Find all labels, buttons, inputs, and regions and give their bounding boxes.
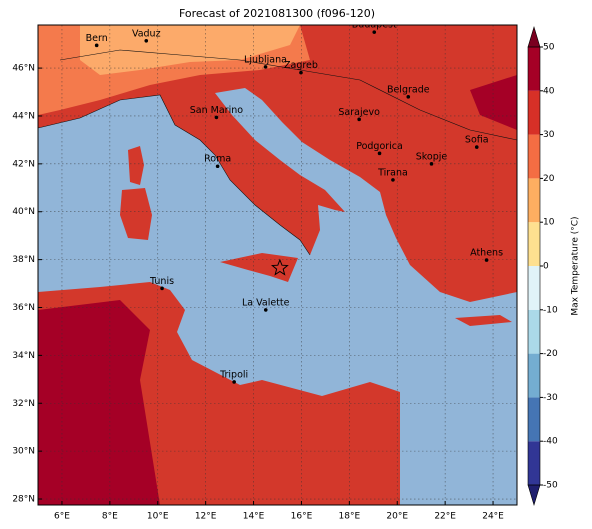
colorbar-band: [528, 266, 540, 310]
city-dot: [391, 178, 395, 182]
colorbar-tick-label: 40: [543, 86, 555, 96]
y-tick-label: 28°N: [12, 495, 35, 505]
grid: [38, 25, 517, 505]
x-tick-label: 16°E: [291, 512, 313, 522]
city-label: Sarajevo: [338, 107, 380, 118]
map-frame: [37, 24, 518, 506]
city-dot: [484, 258, 489, 262]
axes: 6°E 8°E 10°E 12°E 14°E 16°E 18°E 20°E 22°E 24°E 28…: [12, 64, 504, 522]
city-label: Bern: [86, 33, 108, 44]
x-tick-label: 14°E: [243, 512, 265, 522]
city-label: Sofia: [465, 135, 489, 146]
city-label: Vaduz: [132, 28, 161, 39]
island: [220, 253, 298, 282]
colorbar-band: [528, 353, 540, 398]
border-line: [59, 49, 517, 141]
x-tick-label: 10°E: [147, 512, 169, 522]
colorbar-band: [528, 441, 540, 485]
city-dot: [372, 30, 377, 34]
city-label: Budapest: [352, 20, 397, 31]
y-tick-label: 42°N: [12, 159, 35, 169]
y-tick-label: 44°N: [12, 111, 35, 121]
city-dot: [215, 164, 220, 169]
city-label: Podgorica: [356, 141, 403, 152]
colorbar-tick-label: -10: [543, 305, 558, 315]
colorbar-tick-label: 50: [543, 43, 555, 53]
y-tick-label: 34°N: [12, 351, 35, 361]
x-tick-label: 8°E: [102, 512, 118, 522]
colorbar-tick-label: 20: [543, 174, 555, 184]
x-tick-label: 18°E: [339, 512, 361, 522]
y-tick-label: 46°N: [12, 64, 35, 74]
city-label: Ljubljana: [244, 54, 287, 65]
city-dot: [160, 286, 164, 291]
colorbar-tick-label: 0: [543, 262, 549, 272]
city-label: Belgrade: [387, 84, 430, 95]
y-tick-label: 36°N: [12, 303, 35, 313]
mild-zone: [80, 25, 300, 75]
city-dot: [406, 95, 411, 99]
map-title: Forecast of 2021081300 (f096-120): [179, 7, 375, 20]
city-dot: [357, 117, 361, 122]
city-dot: [232, 380, 236, 384]
city-label: Zagreb: [284, 60, 318, 71]
y-tick-label: 40°N: [12, 207, 35, 217]
city-label: San Marino: [190, 105, 243, 116]
colorbar-tick-label: -40: [543, 437, 558, 447]
y-tick-label: 38°N: [12, 255, 35, 265]
city-dot: [377, 151, 382, 156]
colorbar-band: [528, 134, 540, 179]
x-tick-label: 22°E: [434, 512, 456, 522]
city-dot: [94, 43, 99, 48]
colorbar: -50 -40 -30 -20 -10 0 10 20 30 40 50: [527, 25, 558, 507]
sea: [38, 88, 517, 505]
colorbar-band: [528, 397, 540, 442]
city-label: Athens: [470, 248, 503, 259]
city-label: Tunis: [149, 276, 174, 287]
island: [128, 146, 144, 185]
colorbar-tick-label: 10: [543, 218, 555, 228]
colorbar-band: [528, 47, 540, 91]
city-label: La Valette: [242, 297, 290, 308]
hot-zone: [38, 300, 160, 505]
colorbar-tick-label: -20: [543, 349, 558, 359]
x-tick-label: 24°E: [482, 512, 504, 522]
city-dot: [263, 308, 268, 312]
colorbar-band: [528, 90, 540, 135]
y-tick-label: 30°N: [12, 447, 35, 457]
colorbar-band: [528, 178, 540, 223]
city-dot: [263, 65, 268, 69]
colorbar-tick-label: -30: [543, 393, 558, 403]
x-tick-label: 6°E: [54, 512, 70, 522]
city-dot: [474, 145, 479, 149]
colorbar-band: [528, 222, 540, 266]
city-label: Tirana: [377, 167, 408, 178]
city-label: Roma: [204, 154, 231, 165]
colorbar-tick-label: 30: [543, 130, 555, 140]
island: [120, 188, 152, 240]
x-tick-label: 20°E: [386, 512, 408, 522]
coastline: [38, 94, 311, 256]
city-dot: [299, 70, 303, 75]
colorbar-label: Max Temperature (°C): [571, 216, 581, 315]
city-dot: [144, 39, 149, 43]
city-dot: [214, 115, 219, 120]
colorbar-band: [528, 309, 540, 354]
colorbar-tick-label: -50: [543, 481, 558, 491]
x-tick-label: 12°E: [195, 512, 217, 522]
colorbar-extend: [527, 25, 541, 48]
star-marker: [271, 258, 289, 276]
colorbar-extend: [527, 484, 541, 507]
city-label: Tripoli: [219, 369, 248, 380]
city-label: Skopje: [416, 151, 448, 162]
hot-zone: [470, 75, 517, 130]
island: [455, 315, 512, 326]
city-dot: [429, 162, 434, 166]
y-tick-label: 32°N: [12, 399, 35, 409]
